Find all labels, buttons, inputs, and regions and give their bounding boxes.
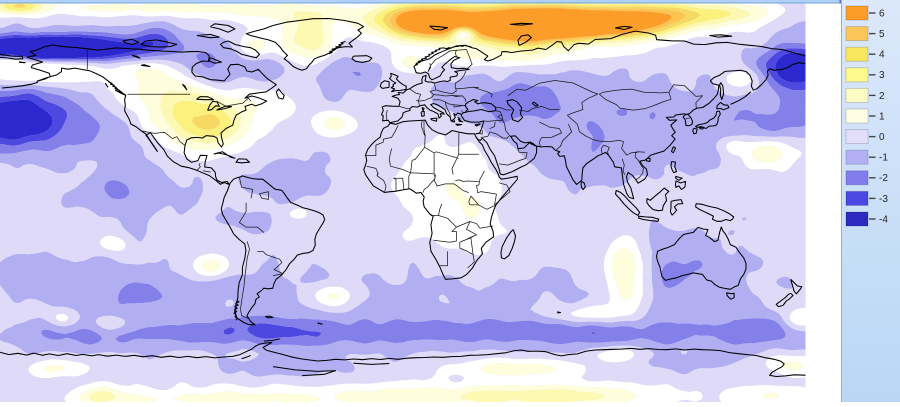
svg-text:1: 1 — [879, 111, 885, 122]
svg-text:3: 3 — [879, 70, 885, 81]
svg-text:6: 6 — [879, 8, 885, 19]
svg-text:-4: -4 — [879, 214, 888, 225]
svg-text:-2: -2 — [879, 173, 888, 184]
svg-text:2: 2 — [879, 91, 885, 102]
svg-text:4: 4 — [879, 50, 885, 61]
svg-text:-1: -1 — [879, 153, 888, 164]
svg-text:5: 5 — [879, 29, 885, 40]
svg-text:0: 0 — [879, 132, 885, 143]
svg-text:-3: -3 — [879, 194, 888, 205]
